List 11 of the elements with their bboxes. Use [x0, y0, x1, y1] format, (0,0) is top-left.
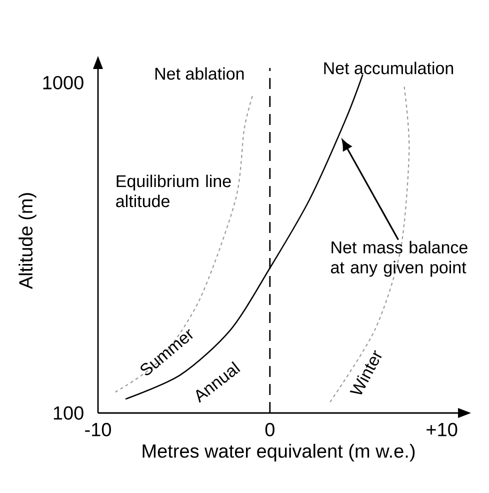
- annotation: Net mass balance at any given point: [330, 240, 468, 277]
- y-axis-title: Altitude (m): [18, 193, 36, 290]
- x-tick-label: 0: [265, 422, 274, 436]
- annotation: Equilibrium line altitude: [116, 174, 231, 208]
- x-tick-label: +10: [426, 422, 458, 436]
- annotation: Net ablation: [155, 67, 244, 80]
- annotation: Net accumulation: [324, 62, 454, 74]
- x-axis-title: Metres water equivalent (m w.e.): [142, 444, 415, 462]
- y-tick-label: 1000: [43, 76, 84, 90]
- x-tick-label: -10: [85, 422, 111, 436]
- y-tick-label: 100: [54, 406, 84, 420]
